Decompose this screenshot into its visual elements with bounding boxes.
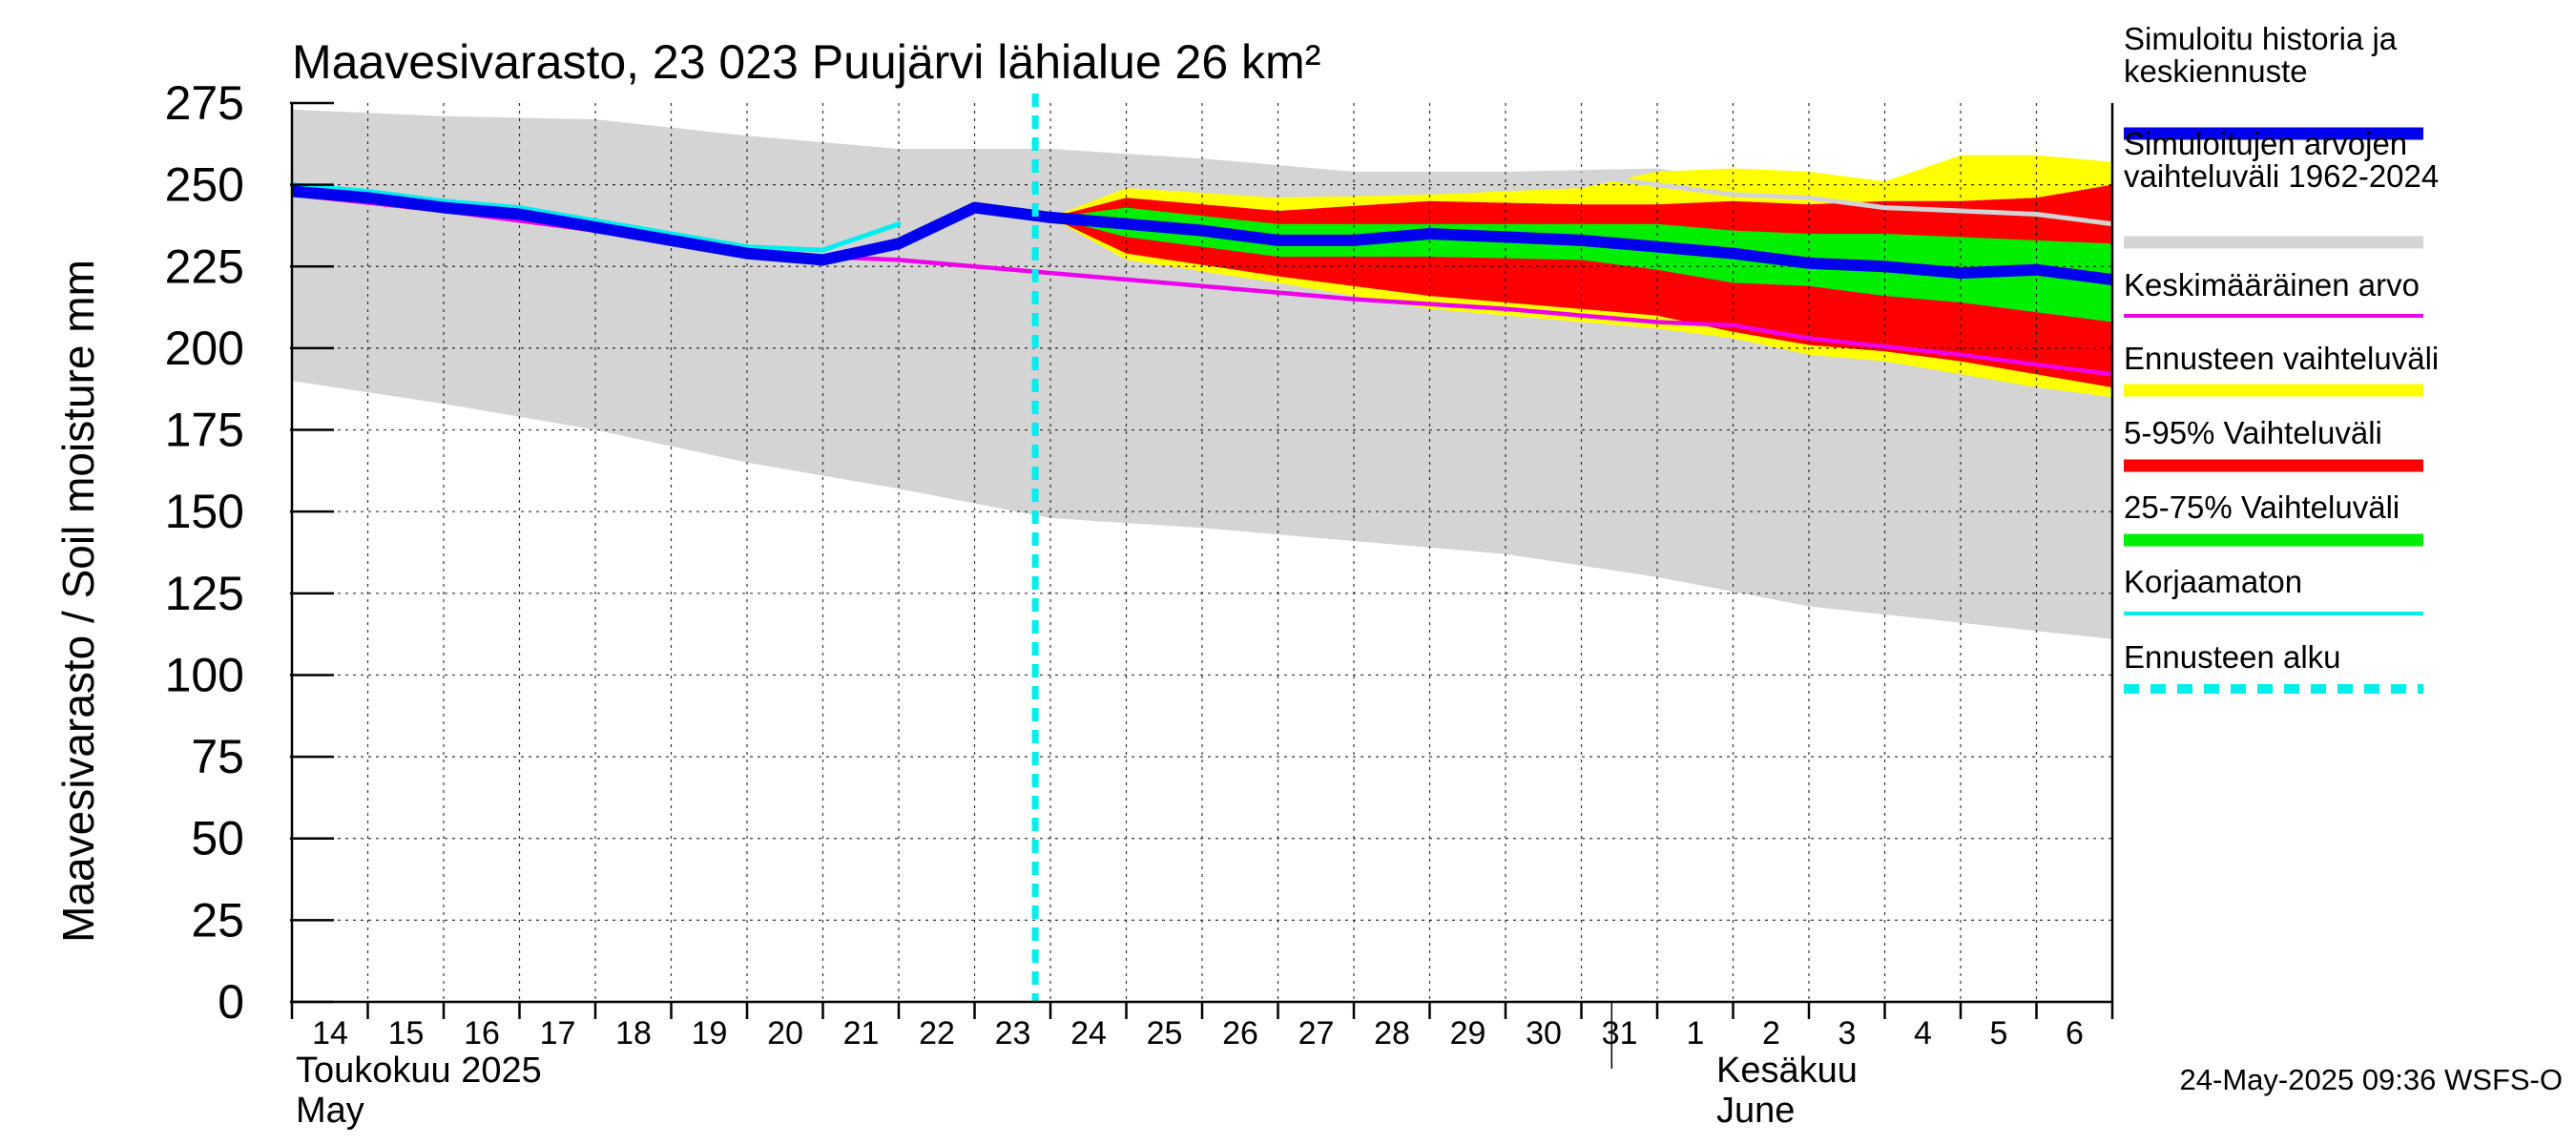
x-tick-label: 21 bbox=[843, 1015, 880, 1051]
series-line-simulated bbox=[292, 185, 2112, 285]
x-tick-label: 23 bbox=[995, 1015, 1031, 1051]
y-tick-label: 225 bbox=[165, 239, 244, 293]
y-tick-label: 25 bbox=[191, 893, 244, 947]
legend-label: 5-95% Vaihteluväli bbox=[2124, 415, 2382, 450]
y-tick-label: 250 bbox=[165, 158, 244, 212]
y-tick-label: 75 bbox=[191, 730, 244, 783]
y-tick-label: 275 bbox=[165, 76, 244, 130]
x-tick-label: 6 bbox=[2066, 1015, 2084, 1051]
legend-label: keskiennuste bbox=[2124, 53, 2308, 89]
x-tick-label: 1 bbox=[1687, 1015, 1705, 1051]
plot-area bbox=[292, 94, 2112, 1002]
legend-label: Keskimääräinen arvo bbox=[2124, 267, 2420, 302]
x-tick-label: 22 bbox=[919, 1015, 955, 1051]
chart-title: Maavesivarasto, 23 023 Puujärvi lähialue… bbox=[292, 35, 1320, 89]
x-tick-label: 18 bbox=[615, 1015, 652, 1051]
x-tick-label: 24 bbox=[1070, 1015, 1107, 1051]
x-tick-label: 19 bbox=[692, 1015, 728, 1051]
series-line-uncorrected bbox=[292, 182, 902, 253]
legend-label: Ennusteen alku bbox=[2124, 639, 2341, 675]
x-tick-label: 14 bbox=[312, 1015, 348, 1051]
y-tick-label: 150 bbox=[165, 485, 244, 538]
x-tick-label: 27 bbox=[1298, 1015, 1335, 1051]
x-tick-label: 17 bbox=[540, 1015, 576, 1051]
plot-content bbox=[292, 103, 2112, 1002]
series-line-history-mean-grey bbox=[1579, 172, 2112, 227]
x-tick-label: 4 bbox=[1914, 1015, 1932, 1051]
month-label: Kesäkuu bbox=[1716, 1051, 1858, 1091]
y-axis-label: Maavesivarasto / Soil moisture mm bbox=[53, 260, 103, 943]
x-tick-label: 2 bbox=[1762, 1015, 1780, 1051]
month-label: May bbox=[296, 1091, 364, 1131]
y-tick-label: 200 bbox=[165, 322, 244, 375]
x-tick-label: 3 bbox=[1839, 1015, 1857, 1051]
y-tick-label: 125 bbox=[165, 567, 244, 620]
footer-timestamp: 24-May-2025 09:36 WSFS-O bbox=[2180, 1063, 2563, 1096]
month-label: Toukokuu 2025 bbox=[296, 1051, 542, 1091]
x-tick-label: 29 bbox=[1450, 1015, 1486, 1051]
legend-label: Simuloitujen arvojen bbox=[2124, 126, 2407, 161]
month-label: June bbox=[1716, 1091, 1795, 1131]
legend-label: Simuloitu historia ja bbox=[2124, 21, 2398, 56]
legend-label: Korjaamaton bbox=[2124, 564, 2302, 599]
x-tick-label: 15 bbox=[388, 1015, 425, 1051]
legend-label: 25-75% Vaihteluväli bbox=[2124, 489, 2399, 525]
x-tick-label: 31 bbox=[1602, 1015, 1638, 1051]
y-tick-label: 0 bbox=[218, 975, 244, 1029]
x-tick-label: 5 bbox=[1990, 1015, 2008, 1051]
legend-label: vaihteluväli 1962-2024 bbox=[2124, 158, 2439, 194]
x-tick-label: 30 bbox=[1526, 1015, 1562, 1051]
x-tick-label: 28 bbox=[1374, 1015, 1410, 1051]
y-tick-label: 50 bbox=[191, 812, 244, 865]
x-tick-label: 20 bbox=[767, 1015, 803, 1051]
x-tick-label: 16 bbox=[464, 1015, 500, 1051]
y-tick-label: 100 bbox=[165, 648, 244, 701]
legend-label: Ennusteen vaihteluväli bbox=[2124, 341, 2439, 376]
x-tick-label: 26 bbox=[1222, 1015, 1258, 1051]
x-tick-label: 25 bbox=[1147, 1015, 1183, 1051]
y-tick-label: 175 bbox=[165, 404, 244, 457]
